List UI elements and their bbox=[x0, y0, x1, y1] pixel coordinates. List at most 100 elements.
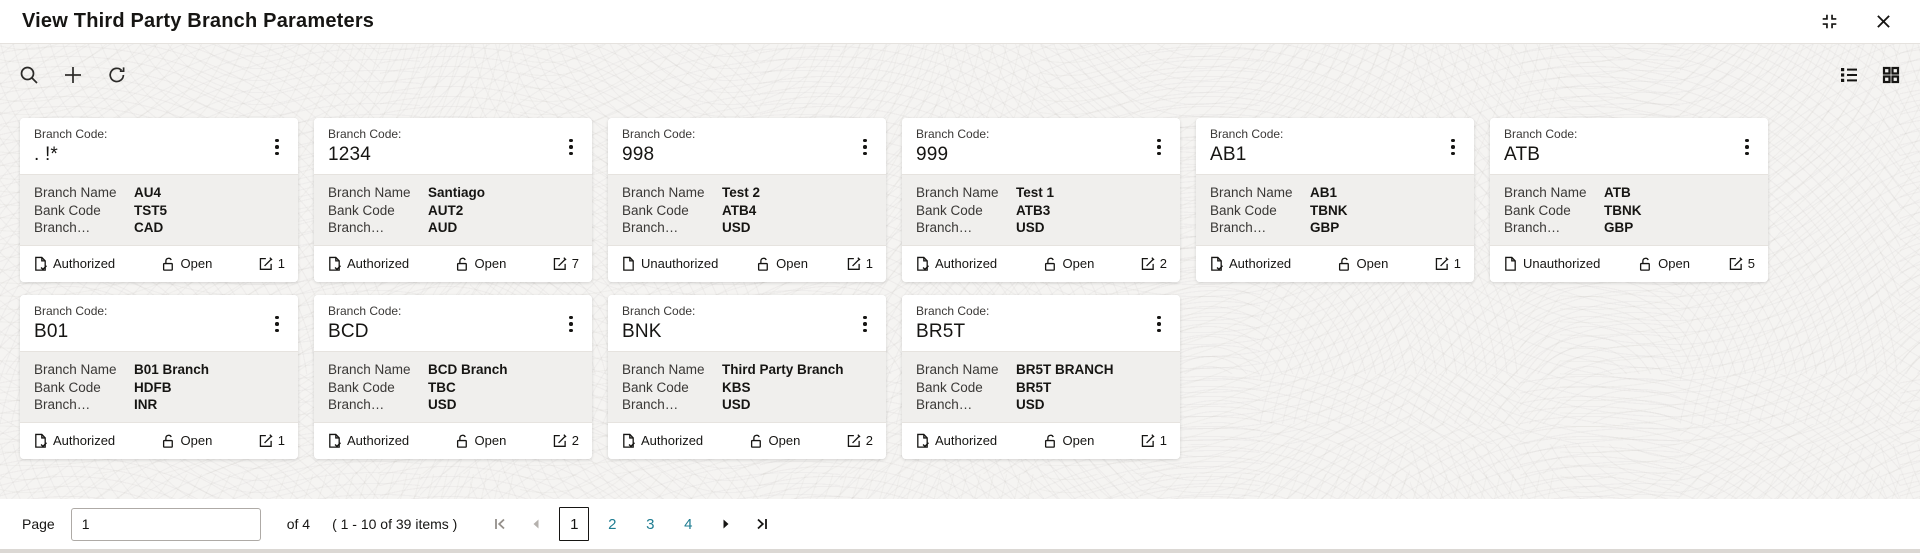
branch-code-value: AB1 bbox=[1210, 144, 1247, 165]
card-header: Branch Code: ATB bbox=[1490, 118, 1768, 174]
branch-code-label: Branch Code: bbox=[622, 304, 696, 318]
edit-icon bbox=[1435, 257, 1449, 271]
authorization-status-label: Authorized bbox=[935, 433, 998, 449]
grid-view-icon[interactable] bbox=[1876, 60, 1906, 90]
branch-currency-value: USD bbox=[722, 220, 751, 235]
authorization-status: Authorized bbox=[915, 433, 997, 449]
branch-currency-value: USD bbox=[1016, 397, 1045, 412]
branch-currency-label: Branch… bbox=[916, 397, 973, 412]
add-icon[interactable] bbox=[58, 60, 88, 90]
page-number-3[interactable]: 3 bbox=[635, 507, 665, 541]
modification-count: 2 bbox=[1140, 256, 1167, 271]
record-status: Open bbox=[1043, 433, 1094, 449]
kebab-menu-icon[interactable] bbox=[1442, 134, 1464, 160]
search-icon[interactable] bbox=[14, 60, 44, 90]
card-header: Branch Code: 999 bbox=[902, 118, 1180, 174]
branch-currency-value: GBP bbox=[1604, 220, 1634, 235]
kebab-menu-icon[interactable] bbox=[560, 311, 582, 337]
branch-card: Branch Code: 999 Branch Name Test 1 Bank… bbox=[902, 118, 1180, 282]
bank-code-label: Bank Code bbox=[34, 379, 101, 395]
next-page-icon[interactable] bbox=[713, 511, 739, 537]
refresh-icon[interactable] bbox=[102, 60, 132, 90]
card-header: Branch Code: AB1 bbox=[1196, 118, 1474, 174]
branch-name-value: BR5T BRANCH bbox=[1016, 362, 1114, 377]
record-status-label: Open bbox=[776, 256, 808, 272]
branch-currency-value: USD bbox=[1016, 220, 1045, 235]
open-lock-icon bbox=[750, 434, 761, 448]
branch-name-label: Branch Name bbox=[34, 362, 117, 377]
document-icon bbox=[623, 256, 634, 271]
authorization-status-label: Authorized bbox=[53, 256, 116, 272]
branch-code-label: Branch Code: bbox=[328, 304, 402, 318]
previous-page-icon[interactable] bbox=[523, 511, 549, 537]
last-page-icon[interactable] bbox=[749, 511, 775, 537]
modification-count-value: 1 bbox=[865, 256, 873, 272]
branch-currency-value: INR bbox=[134, 397, 158, 412]
page-label: Page bbox=[22, 516, 55, 532]
record-status-label: Open bbox=[768, 433, 801, 449]
document-icon bbox=[623, 433, 635, 448]
kebab-menu-icon[interactable] bbox=[1148, 311, 1170, 337]
bank-code-value: KBS bbox=[722, 379, 751, 395]
edit-icon bbox=[259, 257, 273, 271]
document-icon bbox=[917, 256, 929, 271]
branch-name-value: BCD Branch bbox=[428, 362, 508, 377]
modification-count-value: 1 bbox=[1453, 256, 1461, 272]
kebab-menu-icon[interactable] bbox=[266, 311, 288, 337]
card-body: Branch Name BCD Branch Bank Code TBC Bra… bbox=[314, 351, 592, 423]
kebab-menu-icon[interactable] bbox=[560, 134, 582, 160]
page-input[interactable] bbox=[70, 507, 261, 541]
branch-card: Branch Code: AB1 Branch Name AB1 Bank Co… bbox=[1196, 118, 1474, 282]
branch-card: Branch Code: B01 Branch Name B01 Branch … bbox=[20, 295, 298, 459]
branch-name-value: AU4 bbox=[134, 185, 162, 200]
edit-icon bbox=[847, 257, 861, 271]
bank-code-value: TST5 bbox=[134, 202, 168, 218]
kebab-menu-icon[interactable] bbox=[266, 134, 288, 160]
branch-currency-label: Branch… bbox=[328, 397, 385, 412]
kebab-menu-icon[interactable] bbox=[1736, 134, 1758, 160]
branch-code-value: 998 bbox=[622, 144, 655, 165]
branch-name-label: Branch Name bbox=[916, 362, 999, 377]
branch-name-value: Test 1 bbox=[1016, 185, 1055, 200]
card-footer: Unauthorized Open 5 bbox=[1490, 245, 1768, 282]
card-footer: Authorized Open 1 bbox=[902, 422, 1180, 459]
branch-code-label: Branch Code: bbox=[916, 127, 990, 141]
edit-icon bbox=[1141, 257, 1155, 271]
page-number-4[interactable]: 4 bbox=[673, 507, 703, 541]
bank-code-label: Bank Code bbox=[328, 379, 395, 395]
page-number-2[interactable]: 2 bbox=[597, 507, 627, 541]
list-view-icon[interactable] bbox=[1834, 60, 1864, 90]
document-icon bbox=[35, 256, 47, 271]
card-body: Branch Name ATB Bank Code TBNK Branch… G… bbox=[1490, 174, 1768, 246]
authorization-status: Unauthorized bbox=[621, 256, 718, 272]
branch-name-label: Branch Name bbox=[622, 185, 705, 200]
branch-name-value: ATB bbox=[1604, 185, 1631, 200]
record-status: Open bbox=[1043, 256, 1094, 272]
kebab-menu-icon[interactable] bbox=[854, 134, 876, 160]
first-page-icon[interactable] bbox=[487, 511, 513, 537]
bank-code-value: ATB3 bbox=[1016, 202, 1051, 218]
modification-count-value: 2 bbox=[571, 433, 579, 449]
bank-code-value: BR5T bbox=[1016, 379, 1052, 395]
branch-currency-value: CAD bbox=[134, 220, 164, 235]
items-summary: ( 1 - 10 of 39 items ) bbox=[332, 516, 458, 532]
edit-icon bbox=[847, 434, 861, 448]
modification-count: 1 bbox=[1140, 433, 1167, 448]
modification-count-value: 5 bbox=[1747, 256, 1755, 272]
page-number-1[interactable]: 1 bbox=[559, 507, 590, 541]
kebab-menu-icon[interactable] bbox=[854, 311, 876, 337]
branch-code-label: Branch Code: bbox=[328, 127, 402, 141]
record-status: Open bbox=[161, 256, 212, 272]
branch-code-label: Branch Code: bbox=[1210, 127, 1284, 141]
card-footer: Authorized Open 1 bbox=[20, 245, 298, 282]
close-icon[interactable] bbox=[1868, 7, 1898, 37]
kebab-menu-icon[interactable] bbox=[1148, 134, 1170, 160]
collapse-icon[interactable] bbox=[1814, 7, 1844, 37]
bank-code-value: TBNK bbox=[1604, 202, 1642, 218]
branch-card: Branch Code: 1234 Branch Name Santiago B… bbox=[314, 118, 592, 282]
authorization-status: Authorized bbox=[621, 433, 703, 449]
card-header: Branch Code: . !* bbox=[20, 118, 298, 174]
pagination-bar: Page of 4 ( 1 - 10 of 39 items ) 1234 bbox=[0, 499, 1920, 553]
branch-code-value: . !* bbox=[34, 144, 59, 165]
